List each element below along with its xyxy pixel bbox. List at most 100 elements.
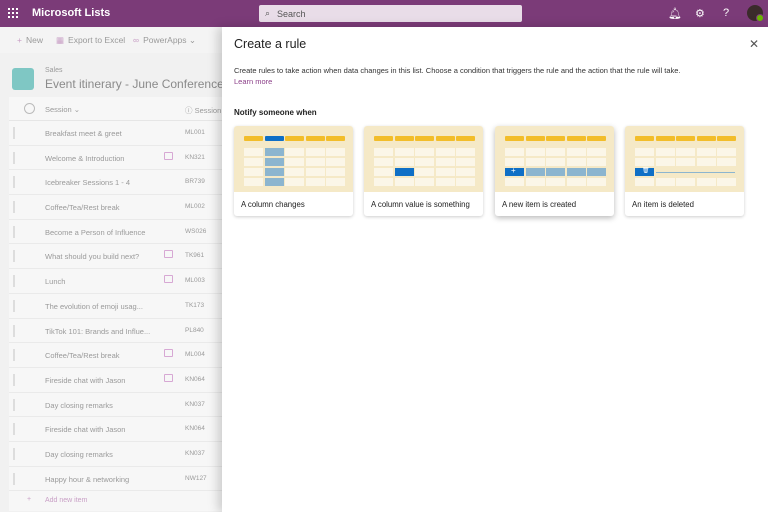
grid-cell xyxy=(394,178,414,186)
session-name[interactable]: Fireside chat with Jason xyxy=(45,375,126,385)
grid-cell xyxy=(435,178,455,186)
code-header-label: Session c xyxy=(194,106,228,115)
rule-card-column[interactable]: A column changes xyxy=(234,126,353,216)
rule-card-delete[interactable]: 🗑︎ An item is deleted xyxy=(625,126,744,216)
row-selector[interactable] xyxy=(13,250,15,263)
table-row[interactable]: Lunch ML003 xyxy=(9,269,222,294)
session-name[interactable]: Happy hour & networking xyxy=(45,474,130,484)
close-icon[interactable]: ✕ xyxy=(749,37,760,51)
session-name[interactable]: Day closing remarks xyxy=(45,400,113,410)
grid-cell xyxy=(566,158,586,166)
session-name[interactable]: Breakfast meet & greet xyxy=(45,129,122,138)
session-name[interactable]: The evolution of emoji usag... xyxy=(45,301,143,311)
powerapps-button[interactable]: ∞ PowerApps ⌄ xyxy=(133,35,197,45)
bell-icon[interactable]: 🔔︎ xyxy=(668,8,682,20)
grid-cell xyxy=(635,136,654,141)
column-header-code[interactable]: ⓘ Session c xyxy=(185,106,228,115)
grid-cell xyxy=(655,178,675,186)
comment-icon[interactable] xyxy=(164,151,173,160)
session-name[interactable]: Icebreaker Sessions 1 - 4 xyxy=(45,178,131,188)
row-selector[interactable] xyxy=(13,349,15,362)
comment-icon[interactable] xyxy=(164,250,173,259)
table-row[interactable]: Welcome & Introduction KN321 xyxy=(9,146,222,171)
grid-cell xyxy=(326,148,345,156)
grid-cell xyxy=(435,168,455,176)
section-heading: Notify someone when xyxy=(234,108,317,117)
table-row[interactable]: Breakfast meet & greet ML001 xyxy=(9,121,222,146)
learn-more-link[interactable]: Learn more xyxy=(234,77,273,86)
waffle-icon[interactable] xyxy=(8,8,19,19)
session-name[interactable]: Day closing remarks xyxy=(45,449,113,459)
row-selector[interactable] xyxy=(13,447,15,460)
search-input[interactable]: ⌕ Search xyxy=(259,5,522,22)
session-name[interactable]: What should you build next? xyxy=(45,252,140,262)
grid-cell xyxy=(655,136,675,141)
grid-cell xyxy=(676,136,695,141)
row-selector[interactable] xyxy=(13,398,15,411)
grid-cell xyxy=(394,136,414,141)
add-new-item[interactable]: + Add new item xyxy=(9,491,222,511)
row-selector[interactable] xyxy=(13,324,15,337)
grid-cell xyxy=(717,178,736,186)
grid-cell xyxy=(264,168,284,176)
row-selector[interactable] xyxy=(13,151,15,164)
table-row[interactable]: Icebreaker Sessions 1 - 4 BR739 xyxy=(9,170,222,196)
table-row[interactable]: What should you build next? TK961 xyxy=(9,244,222,270)
list-title[interactable]: Event itinerary - June Conference xyxy=(45,77,224,91)
select-all-checkbox[interactable] xyxy=(24,103,35,114)
avatar[interactable] xyxy=(747,5,764,22)
description-text: Create rules to take action when data ch… xyxy=(234,66,681,75)
session-name[interactable]: TikTok 101: Brands and Influe... xyxy=(45,326,151,336)
session-name[interactable]: Coffee/Tea/Rest break xyxy=(45,351,120,361)
session-name[interactable]: Coffee/Tea/Rest break xyxy=(45,203,120,213)
session-name[interactable]: Become a Person of Influence xyxy=(45,227,146,237)
session-code: ML001 xyxy=(185,129,205,136)
grid-cell xyxy=(456,178,475,186)
row-selector[interactable] xyxy=(13,299,15,312)
table-row[interactable]: Coffee/Tea/Rest break ML002 xyxy=(9,195,222,220)
row-selector[interactable] xyxy=(13,423,15,436)
table-row[interactable]: TikTok 101: Brands and Influe... PL840 xyxy=(9,319,222,344)
new-label: New xyxy=(25,35,43,45)
app-title[interactable]: Microsoft Lists xyxy=(32,7,111,19)
session-name[interactable]: Lunch xyxy=(45,277,66,287)
row-selector[interactable] xyxy=(13,201,15,214)
row-selector[interactable] xyxy=(13,176,15,189)
table-row[interactable]: Fireside chat with Jason KN064 xyxy=(9,417,222,442)
grid-cell xyxy=(244,168,263,176)
table-row[interactable]: Day closing remarks KN037 xyxy=(9,393,222,418)
row-selector[interactable] xyxy=(13,225,15,238)
help-icon[interactable]: ? xyxy=(723,7,730,19)
session-name[interactable]: Fireside chat with Jason xyxy=(45,425,126,435)
comment-icon[interactable] xyxy=(164,373,173,382)
row-selector[interactable] xyxy=(13,127,15,139)
grid-cell xyxy=(285,158,304,166)
rule-card-value[interactable]: A column value is something xyxy=(364,126,483,216)
grid-cell xyxy=(505,136,524,141)
session-name[interactable]: Welcome & Introduction xyxy=(45,153,125,163)
row-selector[interactable] xyxy=(13,472,15,485)
excel-icon: ▦ xyxy=(56,35,65,45)
export-button[interactable]: ▦ Export to Excel xyxy=(56,35,125,46)
table-row[interactable]: Become a Person of Influence WS026 xyxy=(9,220,222,245)
comment-icon[interactable] xyxy=(164,349,173,358)
table-row[interactable]: Fireside chat with Jason KN064 xyxy=(9,368,222,393)
grid-cell xyxy=(587,168,606,176)
row-selector[interactable] xyxy=(13,275,15,288)
row-selector[interactable] xyxy=(13,373,15,386)
grid-cell xyxy=(546,168,565,176)
column-header-session[interactable]: Session ⌄ xyxy=(45,105,81,114)
table-row[interactable]: Coffee/Tea/Rest break ML004 xyxy=(9,343,222,368)
session-header-label: Session xyxy=(45,105,72,114)
grid-cell xyxy=(635,148,654,156)
grid-cell xyxy=(264,158,284,166)
new-button[interactable]: + New xyxy=(17,35,43,45)
table-row[interactable]: Happy hour & networking NW127 xyxy=(9,467,222,492)
site-name[interactable]: Sales xyxy=(45,67,63,74)
table-row[interactable]: The evolution of emoji usag... TK173 xyxy=(9,294,222,319)
grid-cell xyxy=(505,158,524,166)
rule-card-new[interactable]: + A new item is created xyxy=(495,126,614,216)
gear-icon[interactable]: ⚙ xyxy=(695,8,705,20)
comment-icon[interactable] xyxy=(164,275,173,284)
table-row[interactable]: Day closing remarks KN037 xyxy=(9,442,222,467)
